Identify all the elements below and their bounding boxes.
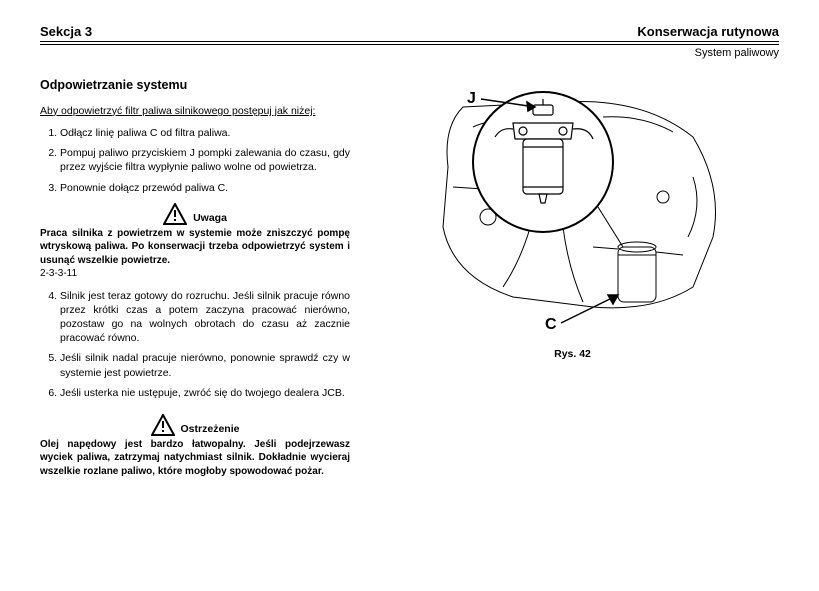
figure-caption: Rys. 42 [366,348,779,360]
page-title: Odpowietrzanie systemu [40,77,350,94]
caution-label: Uwaga [193,211,227,225]
chapter-title: Konserwacja rutynowa [637,24,779,39]
subsystem-label: System paliwowy [40,47,779,59]
caution-box: Uwaga Praca silnika z powietrzem w syste… [40,203,350,281]
step: Odłącz linię paliwa C od filtra paliwa. [60,126,350,140]
figure-label-c: C [545,316,557,333]
warning-box: Ostrzeżenie Olej napędowy jest bardzo ła… [40,414,350,479]
warning-label: Ostrzeżenie [181,422,240,436]
steps-list-b: Silnik jest teraz gotowy do rozruchu. Je… [40,289,350,400]
step: Silnik jest teraz gotowy do rozruchu. Je… [60,289,350,346]
step: Jeśli usterka nie ustępuje, zwróć się do… [60,386,350,400]
warning-text: Olej napędowy jest bardzo łatwopalny. Je… [40,438,350,479]
step: Ponownie dołącz przewód paliwa C. [60,181,350,195]
header-rule [40,41,779,45]
figure-label-j: J [467,90,476,107]
step: Jeśli silnik nadal pracuje nierówno, pon… [60,351,350,379]
section-label: Sekcja 3 [40,24,92,39]
lead-text: Aby odpowietrzyć filtr paliwa silnikoweg… [40,104,350,118]
figure-42: J C [393,77,753,337]
step: Pompuj paliwo przyciskiem J pompki zalew… [60,146,350,174]
caution-text: Praca silnika z powietrzem w systemie mo… [40,227,350,268]
caution-code: 2-3-3-11 [40,267,350,281]
steps-list-a: Odłącz linię paliwa C od filtra paliwa. … [40,126,350,195]
warning-icon [163,203,187,225]
warning-icon [151,414,175,436]
